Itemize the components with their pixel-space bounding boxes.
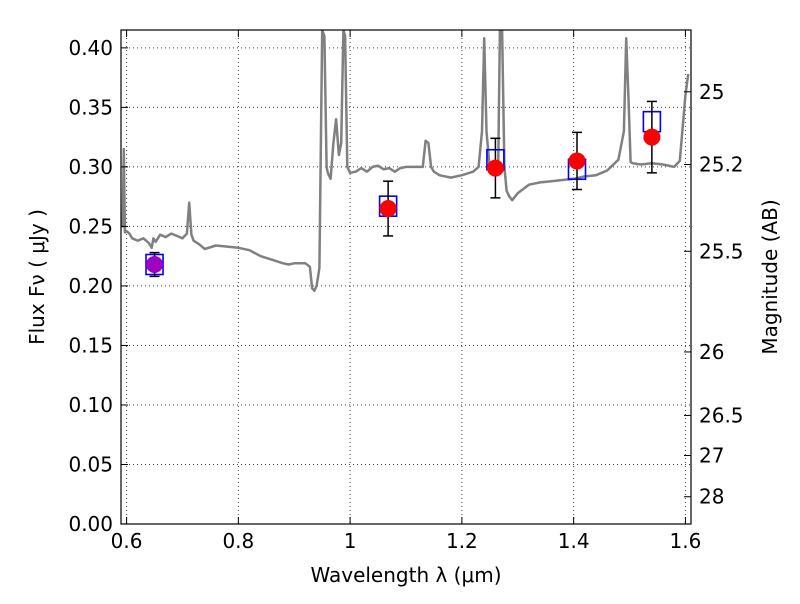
y2-tick-label: 27 (699, 443, 724, 467)
x-tick-label: 1.6 (670, 529, 702, 553)
y2-axis-title: Magnitude (AB) (758, 199, 782, 354)
y-tick-label: 0.20 (68, 274, 113, 298)
y2-tick-label: 25.5 (699, 239, 744, 263)
x-tick-label: 1.2 (446, 529, 478, 553)
y-tick-label: 0.30 (68, 155, 113, 179)
observed-flux-point (379, 200, 397, 218)
y2-tick-label: 28 (699, 485, 724, 509)
observed-flux-point (643, 128, 661, 146)
y2-tick-label: 25 (699, 80, 724, 104)
y2-axis-ticks: 25 25.2 25.5 26 26.5 27 28 (684, 80, 744, 509)
x-tick-label: 1 (344, 529, 357, 553)
x-axis-title: Wavelength λ (μm) (310, 563, 501, 587)
y-tick-label: 0.35 (68, 95, 113, 119)
model-spectrum (121, 30, 690, 292)
observed-flux-point (568, 152, 586, 170)
x-axis-ticks: 0.6 0.8 1 1.2 1.4 1.6 (111, 30, 702, 553)
observed-flux-point (146, 256, 164, 274)
observed-flux-point (486, 159, 504, 177)
observed-flux-points (146, 128, 661, 274)
model-spectrum-line (121, 30, 690, 292)
y-tick-label: 0.40 (68, 36, 113, 60)
plot-frame (120, 29, 692, 525)
observed-error-bars (149, 100, 657, 278)
y-tick-label: 0.05 (68, 452, 113, 476)
x-tick-label: 1.4 (558, 529, 590, 553)
y-axis-title: Flux Fν ( μJy ) (25, 209, 49, 345)
y2-tick-label: 26 (699, 340, 724, 364)
x-tick-label: 0.6 (111, 529, 143, 553)
y-tick-label: 0.25 (68, 214, 113, 238)
y2-tick-label: 25.2 (699, 152, 744, 176)
y2-tick-label: 26.5 (699, 403, 744, 427)
x-tick-label: 0.8 (222, 529, 254, 553)
y-tick-label: 0.00 (68, 512, 113, 536)
grid-lines (121, 30, 691, 525)
model-photometry-boxes (145, 110, 662, 276)
y-axis-ticks: 0.00 0.05 0.10 0.15 0.20 0.25 0.30 0.35 0.40 (68, 36, 128, 536)
y-tick-label: 0.15 (68, 333, 113, 357)
y-tick-label: 0.10 (68, 393, 113, 417)
